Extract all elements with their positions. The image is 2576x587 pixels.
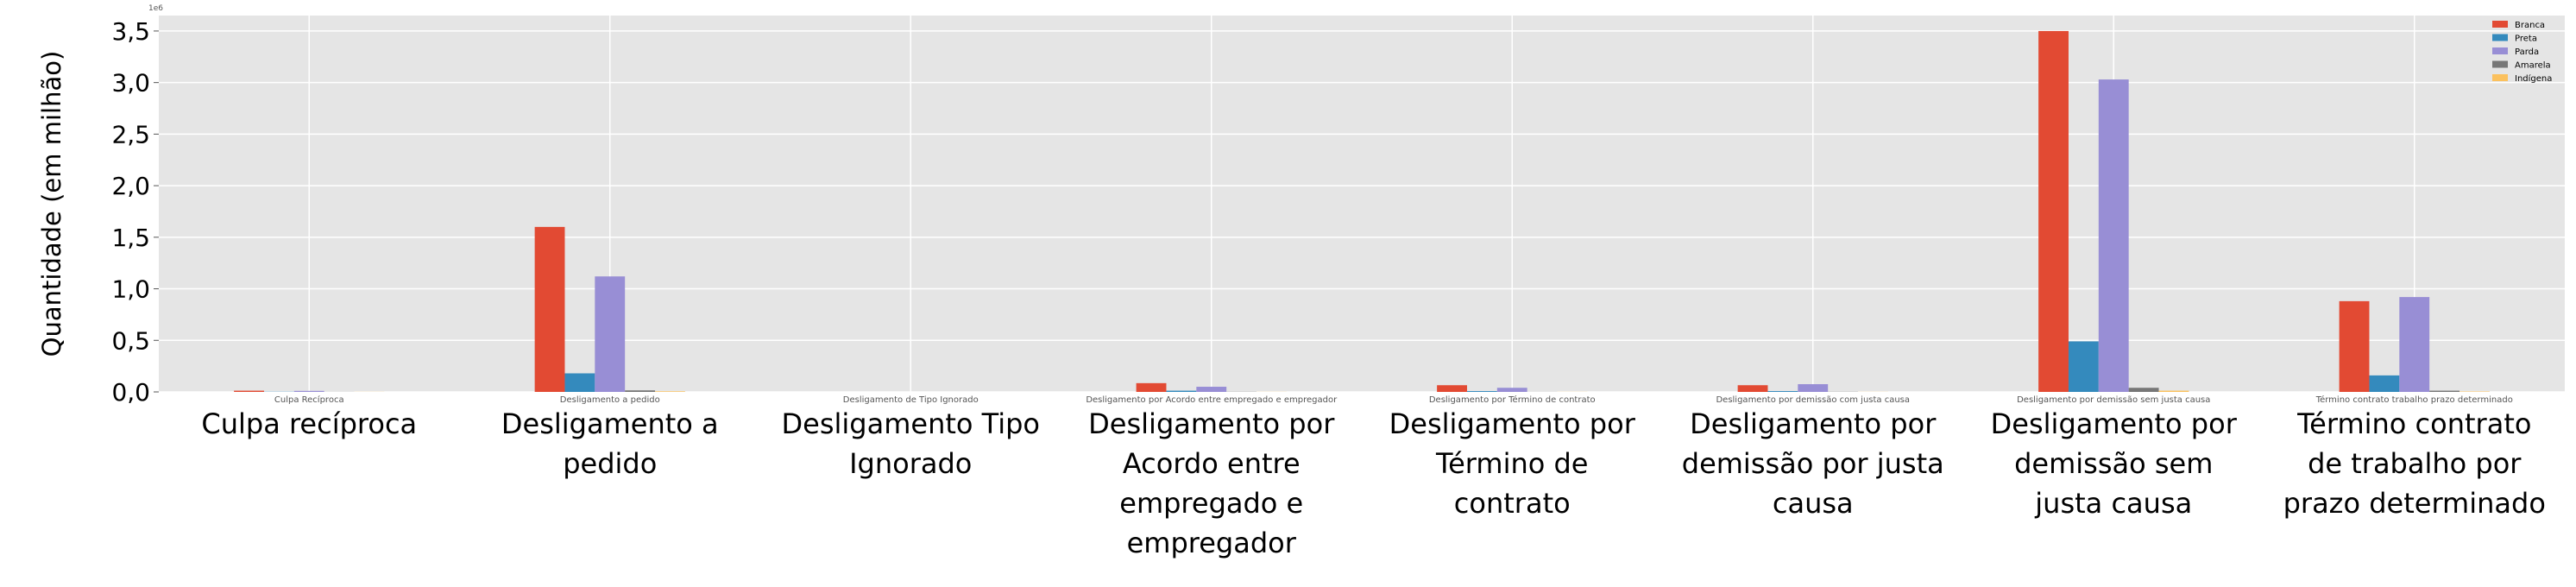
legend-label: Amarela [2515,61,2551,71]
x-tick-label-line: Desligamento a [501,407,719,440]
x-tick-label-line: pedido [563,447,657,480]
x-tick-label-small: Desligamento por Término de contrato [1429,394,1596,405]
legend-swatch [2492,21,2508,28]
y-tick-label: 1,5 [111,224,150,252]
x-tick-label-line: contrato [1454,487,1571,520]
bar [1767,391,1798,392]
y-tick-label: 0,0 [111,378,150,407]
y-axis: 0,0 0,5 1,0 1,5 2,0 2,5 3,0 3,5 [111,17,159,407]
bar [564,373,595,392]
x-tick-label-line: de trabalho por [2308,447,2522,480]
x-tick-label-line: Término de [1435,447,1588,480]
y-tick-label: 2,0 [111,172,150,200]
x-tick-label-line: justa causa [2034,487,2192,520]
x-tick-label-line: Término contrato [2296,407,2531,440]
x-tick-label-line: Acordo entre [1123,447,1301,480]
bar [1166,390,1197,392]
x-tick-label: Desligamento por Acordo entre empregado e e… [1088,407,1335,559]
bar [1496,388,1527,392]
x-tick-label-line: prazo determinado [2283,487,2546,520]
legend-label: Indígena [2515,73,2552,84]
y-tick-label: 1,0 [111,275,150,304]
x-tick-label: Desligamento por demissão sem justa causa [1991,407,2238,520]
bar [2158,390,2189,392]
bar [2429,390,2460,392]
x-tick-label: Desligamento a pedido [501,407,719,480]
x-tick-label: Culpa recíproca [201,407,417,440]
bar [293,390,324,392]
y-axis-label: Quantidade (em milhão) [37,51,66,357]
legend-swatch [2492,60,2508,68]
legend-label: Parda [2515,47,2539,57]
x-tick-label-small: Desligamento a pedido [560,395,660,405]
y-tick-label: 3,0 [111,69,150,98]
x-tick-label-line: Desligamento por [1088,407,1335,440]
x-tick-label-line: Desligamento por [1991,407,2238,440]
bar [1437,385,1467,392]
x-tick-label-line: demissão por justa [1682,447,1944,480]
x-tick-label: Desligamento por demissão por justa causa [1682,407,1944,520]
bar [2068,341,2099,392]
y-tick-label: 2,5 [111,120,150,148]
x-tick-label-small: Culpa Recíproca [274,394,344,405]
x-tick-label-line: Desligamento por [1389,407,1636,440]
legend-label: Preta [2515,35,2537,44]
bar-series-group [234,30,2490,392]
x-tick-label-line: demissão sem [2014,447,2213,480]
y-tick-label: 0,5 [111,326,150,355]
x-tick-label-small: Término contrato trabalho prazo determin… [2315,394,2513,405]
bar [234,390,264,392]
bar [1737,385,1768,392]
bar [534,226,565,392]
legend-label: Branca [2515,21,2545,30]
x-tick-label-line: empregador [1127,527,1297,559]
x-tick-label-line: Desligamento por [1690,407,1937,440]
legend: Branca Preta Parda Amarela Indígena [2492,21,2552,84]
bar [1196,387,1227,392]
bar [595,276,626,392]
bar [2038,30,2069,392]
x-tick-label-line: empregado e [1119,487,1303,520]
x-tick-label-line: causa [1773,487,1854,520]
bar [625,390,656,392]
plot-background [159,16,2565,392]
x-tick-label-line: Ignorado [849,447,972,480]
x-tick-label-line: Desligamento Tipo [782,407,1040,440]
bar [655,391,685,392]
x-tick-label: Término contrato de trabalho por prazo det… [2283,407,2546,520]
bar [1798,384,1829,392]
bar [2128,388,2159,392]
bar [1136,382,1167,392]
bar [2369,375,2400,392]
x-axis: Culpa Recíproca Culpa recíproca Desligamen… [201,394,2546,559]
legend-swatch [2492,47,2508,54]
legend-swatch [2492,34,2508,41]
bar [2339,300,2370,392]
x-tick-label-small: Desligamento de Tipo Ignorado [843,395,979,405]
y-offset-text: 1e6 [148,4,163,13]
x-tick-label: Desligamento por Término de contrato [1389,407,1636,520]
x-tick-label-small: Desligamento por demissão com justa caus… [1716,395,1910,405]
bar [2098,79,2129,392]
x-tick-label-small: Desligamento por Acordo entre empregado … [1086,395,1338,405]
bar [1466,391,1497,392]
y-tick-label: 3,5 [111,17,150,46]
legend-swatch [2492,74,2508,81]
x-tick-label: Desligamento Tipo Ignorado [782,407,1040,480]
x-tick-label-small: Desligamento por demissão sem justa caus… [2017,395,2210,405]
x-tick-label-line: Culpa recíproca [201,407,417,440]
bar [2399,297,2430,392]
